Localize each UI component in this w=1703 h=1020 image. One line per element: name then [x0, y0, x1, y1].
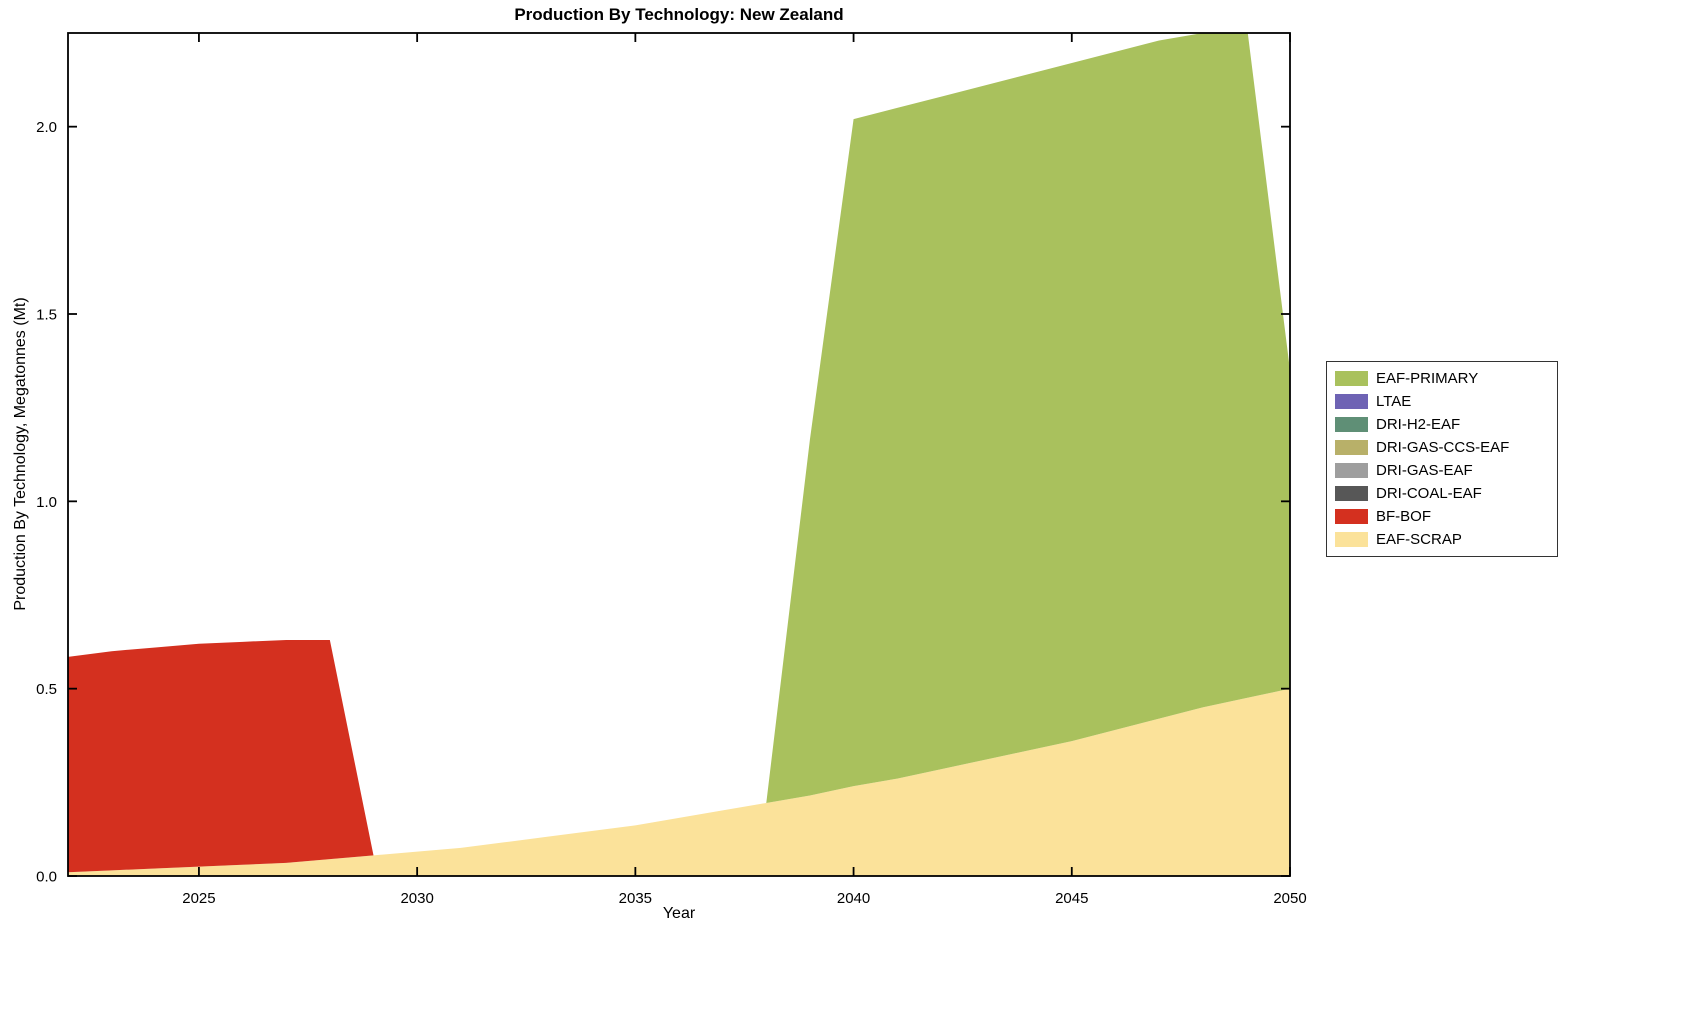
- legend-swatch: [1335, 417, 1368, 432]
- y-tick-label: 0.5: [36, 681, 57, 698]
- legend-swatch: [1335, 509, 1368, 524]
- legend-swatch: [1335, 463, 1368, 478]
- legend-item-DRI-GAS-CCS-EAF: DRI-GAS-CCS-EAF: [1335, 436, 1549, 459]
- legend-item-DRI-H2-EAF: DRI-H2-EAF: [1335, 413, 1549, 436]
- legend-label: DRI-H2-EAF: [1376, 416, 1461, 433]
- x-tick-label: 2040: [837, 890, 870, 907]
- legend-item-BF-BOF: BF-BOF: [1335, 505, 1549, 528]
- area-EAF-PRIMARY: [68, 33, 1290, 856]
- x-axis-label: Year: [662, 905, 696, 922]
- legend-swatch: [1335, 394, 1368, 409]
- y-tick-label: 1.5: [36, 307, 57, 324]
- legend-label: DRI-COAL-EAF: [1376, 485, 1482, 502]
- legend-item-DRI-COAL-EAF: DRI-COAL-EAF: [1335, 482, 1549, 505]
- legend-item-DRI-GAS-EAF: DRI-GAS-EAF: [1335, 459, 1549, 482]
- x-tick-label: 2045: [1055, 890, 1088, 907]
- legend-item-EAF-PRIMARY: EAF-PRIMARY: [1335, 367, 1549, 390]
- legend: EAF-PRIMARY LTAE DRI-H2-EAF DRI-GAS-CCS-EAF…: [1326, 361, 1558, 557]
- stacked-areas: [68, 33, 1290, 876]
- legend-label: EAF-SCRAP: [1376, 531, 1462, 548]
- legend-swatch: [1335, 440, 1368, 455]
- legend-item-LTAE: LTAE: [1335, 390, 1549, 413]
- legend-label: LTAE: [1376, 393, 1412, 410]
- y-tick-label: 0.0: [36, 869, 57, 886]
- ticks: [68, 33, 1291, 877]
- area-BF-BOF: [68, 639, 1290, 873]
- x-tick-label: 2025: [182, 890, 215, 907]
- legend-label: BF-BOF: [1376, 508, 1431, 525]
- legend-item-EAF-SCRAP: EAF-SCRAP: [1335, 528, 1549, 551]
- legend-label: DRI-GAS-EAF: [1376, 462, 1473, 479]
- plot-frame: [67, 32, 1291, 877]
- legend-swatch: [1335, 486, 1368, 501]
- chart-title: Production By Technology: New Zealand: [514, 5, 844, 24]
- x-tick-label: 2030: [400, 890, 433, 907]
- area-EAF-SCRAP: [68, 688, 1290, 876]
- legend-label: EAF-PRIMARY: [1376, 370, 1479, 387]
- legend-swatch: [1335, 371, 1368, 386]
- y-tick-label: 1.0: [36, 494, 57, 511]
- y-tick-label: 2.0: [36, 119, 57, 136]
- x-tick-label: 2050: [1273, 890, 1306, 907]
- legend-swatch: [1335, 532, 1368, 547]
- x-tick-label: 2035: [619, 890, 652, 907]
- legend-label: DRI-GAS-CCS-EAF: [1376, 439, 1510, 456]
